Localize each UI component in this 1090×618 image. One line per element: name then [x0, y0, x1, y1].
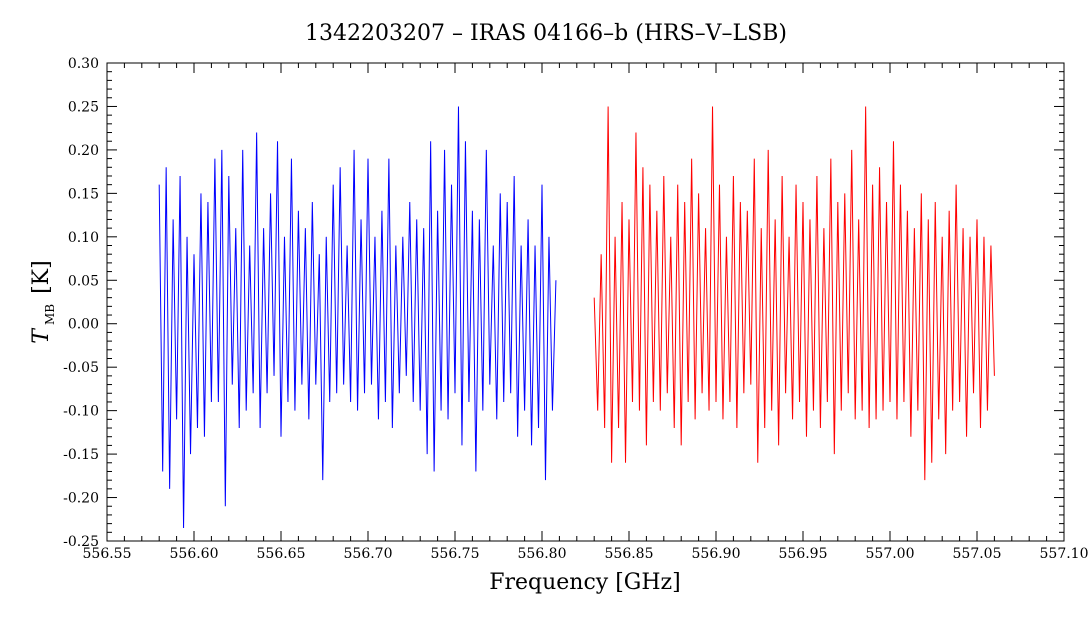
series-line-blue: [158, 106, 557, 528]
x-axis: 556.55 556.60 556.65 556.70 556.75 556.80 556.…: [83, 63, 1089, 562]
x-tick-label: 556.90: [692, 546, 741, 562]
x-tick-label: 556.70: [344, 546, 393, 562]
svg-text:T MB [K]: T MB [K]: [29, 260, 58, 343]
y-tick-label: 0.05: [68, 273, 99, 289]
y-tick-label: -0.15: [63, 447, 99, 463]
y-tick-label: -0.20: [63, 491, 99, 507]
x-tick-label: 557.05: [953, 546, 1002, 562]
x-tick-label: 556.60: [170, 546, 219, 562]
x-tick-label: 557.00: [866, 546, 915, 562]
x-tick-label: 556.80: [518, 546, 567, 562]
y-axis-label-main: T: [29, 327, 54, 344]
y-tick-label: -0.10: [63, 404, 99, 420]
y-tick-label: -0.25: [63, 534, 99, 550]
y-axis-label-unit: [K]: [29, 260, 54, 294]
chart-title: 1342203207 – IRAS 04166–b (HRS–V–LSB): [305, 21, 787, 46]
x-tick-label: 556.85: [605, 546, 654, 562]
series-layer: [158, 106, 995, 528]
x-tick-label: 556.95: [779, 546, 828, 562]
y-axis-label-sub: MB: [43, 304, 57, 325]
y-axis: 0.30 0.25 0.20 0.15 0.10 0.05 0.00 -0.05 -0.10 -0…: [63, 56, 1064, 550]
y-tick-label: 0.10: [68, 230, 99, 246]
x-tick-label: 556.65: [257, 546, 306, 562]
x-tick-label: 556.55: [83, 546, 132, 562]
y-tick-label: 0.20: [68, 143, 99, 159]
y-tick-label: 0.30: [68, 56, 99, 72]
y-tick-label: 0.25: [68, 99, 99, 115]
x-axis-label: Frequency [GHz]: [489, 570, 681, 595]
y-tick-label: 0.00: [68, 317, 99, 333]
y-tick-label: 0.15: [68, 186, 99, 202]
x-tick-label: 557.10: [1040, 546, 1089, 562]
x-tick-label: 556.75: [431, 546, 480, 562]
y-axis-label: T MB [K]: [29, 260, 58, 343]
y-tick-label: -0.05: [63, 360, 99, 376]
plot-frame: [106, 62, 1065, 542]
series-line-red: [593, 106, 995, 481]
